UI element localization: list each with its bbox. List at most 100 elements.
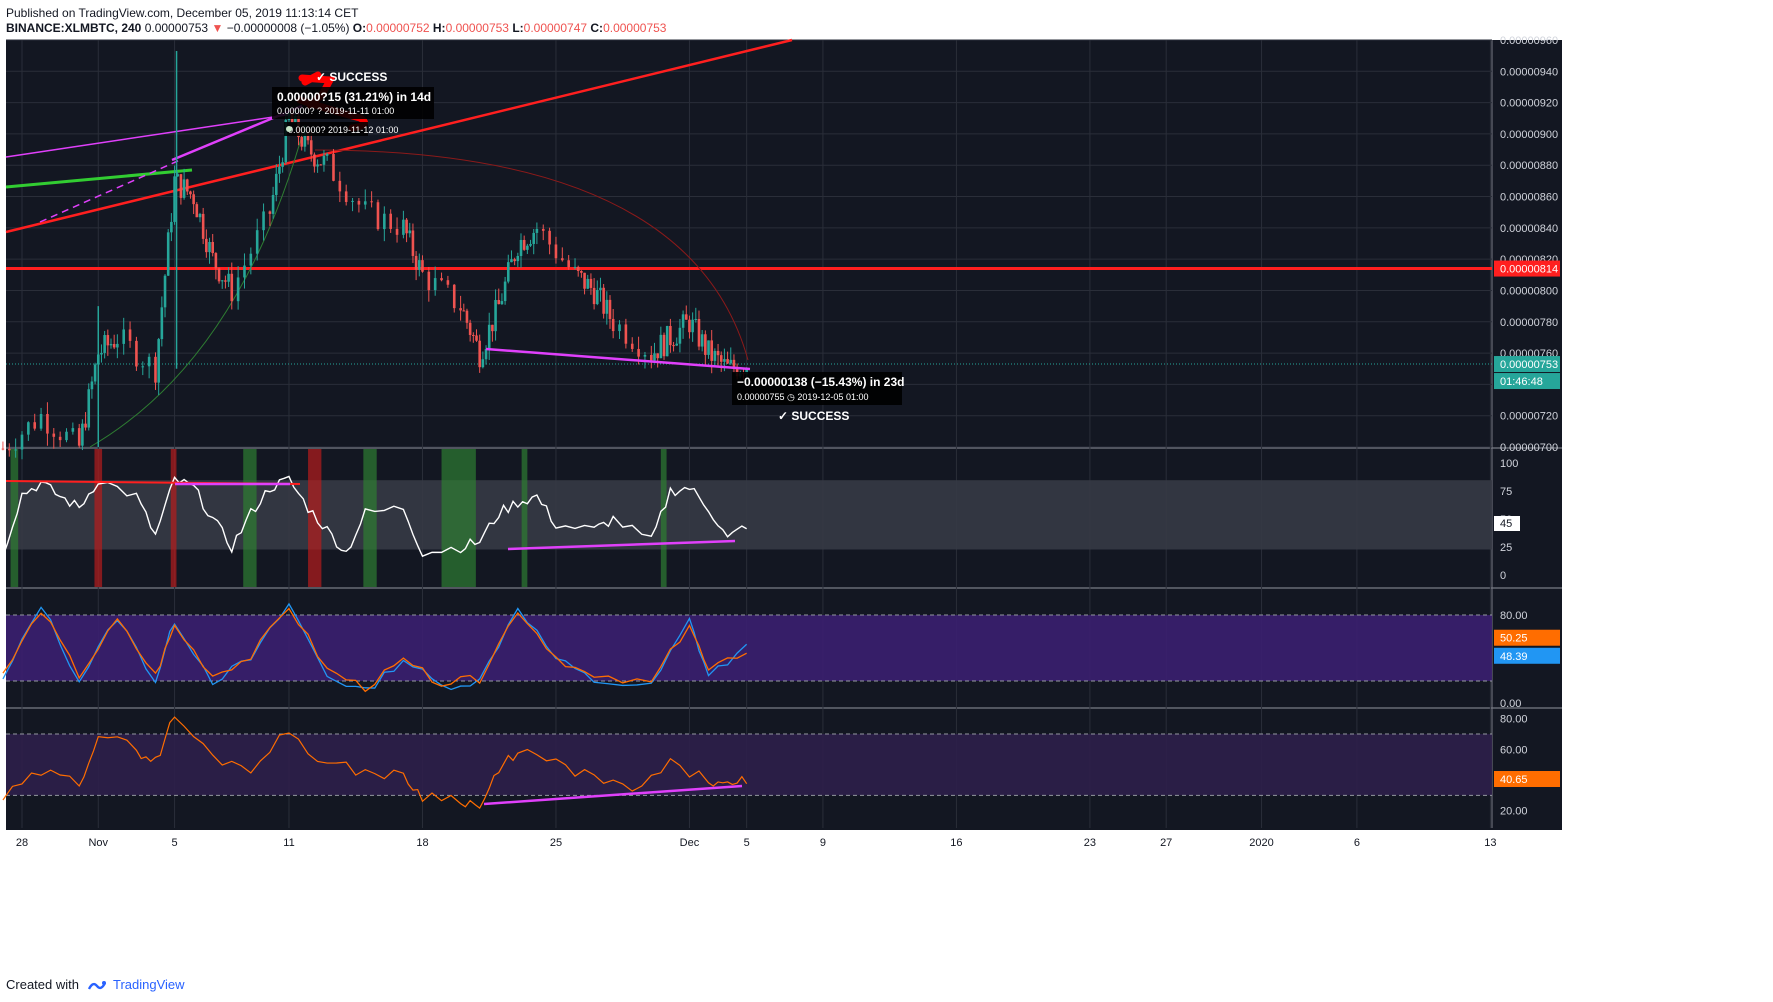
candle-body (681, 314, 685, 328)
candle-body (141, 366, 145, 368)
candle-body (214, 253, 218, 269)
candle-body (278, 166, 281, 174)
candle-body (52, 433, 56, 437)
candle-body (236, 277, 240, 302)
countdown-badge: 01:46:48 (1500, 376, 1543, 388)
candle-body (688, 319, 691, 333)
candle-body (268, 211, 272, 214)
candle-body (580, 270, 583, 273)
top-measure-box2 (284, 122, 368, 136)
candle-body (33, 422, 37, 429)
candle-body (294, 115, 297, 123)
tradingview-logo-icon (87, 980, 106, 990)
low-label: L: (512, 21, 524, 35)
candle-body (421, 260, 424, 272)
price-tick-label: 0.00000880 (1500, 160, 1558, 172)
price-tick-label: 0.00000720 (1500, 411, 1558, 423)
open-value: 0.00000752 (366, 21, 430, 35)
bottom-measure-sub: 0.00000755 ◷ 2019-12-05 01:00 (737, 392, 868, 402)
candle-body (573, 266, 577, 268)
rsi-signal-column (10, 449, 19, 587)
candle-body (478, 340, 481, 368)
symbol-name[interactable]: BINANCE:XLMBTC, 240 (6, 21, 142, 35)
candle-body (605, 299, 609, 314)
candle-body (723, 359, 726, 362)
candle-body (618, 324, 621, 332)
candle-body (427, 271, 431, 291)
x-tick-label: 23 (1084, 837, 1096, 849)
candle-body (284, 120, 288, 163)
top-measure-text: 0.00000?15 (31.21%) in 14d (277, 90, 431, 104)
top-success-label: ✓ SUCCESS (316, 70, 387, 84)
candle-body (65, 431, 68, 441)
stoch-k-badge-bg (1494, 629, 1560, 646)
osc-tick-label: 80.00 (1500, 714, 1528, 726)
candle-body (684, 314, 688, 320)
footer-brand[interactable]: TradingView (113, 977, 185, 992)
rsi-tick-label: 25 (1500, 542, 1512, 554)
x-tick-label: 18 (416, 837, 428, 849)
candle-body (27, 422, 30, 435)
indicator-series (2, 475, 748, 810)
candle-body (694, 319, 698, 321)
candle-body (93, 364, 97, 382)
candle-body (529, 243, 532, 246)
top-marker-dot (286, 126, 292, 132)
candle-body (465, 310, 469, 323)
green-trend-line (5, 168, 193, 189)
candle-body (707, 340, 710, 355)
x-tick-label: 11 (283, 837, 294, 849)
price-tick-label: 0.00000840 (1500, 223, 1558, 235)
candle-body (462, 310, 466, 312)
candle-body (313, 154, 316, 167)
candle-body (503, 281, 507, 302)
candle-body (351, 200, 354, 202)
candle-body (481, 359, 485, 368)
rsi-band (6, 480, 1492, 550)
candle-body (14, 449, 17, 451)
candle-body (535, 228, 539, 233)
symbol-change: −0.00000008 (−1.05%) (226, 21, 350, 35)
candle-body (176, 174, 180, 177)
candle-body (726, 359, 729, 364)
bottom-measure-text: −0.00000138 (−15.43%) in 23d (737, 375, 904, 389)
candle-body (405, 219, 408, 234)
candle-body (494, 300, 497, 332)
candle-body (541, 228, 545, 231)
rsi-value-badge-bg (1494, 516, 1520, 531)
candle-body (383, 213, 386, 230)
candle-body (602, 287, 605, 314)
candle-body (71, 428, 75, 432)
candle-body (77, 428, 81, 446)
candle-body (166, 232, 170, 276)
candle-body (274, 173, 278, 195)
candle-body (112, 344, 116, 348)
candle-body (357, 200, 361, 205)
rising-trend-line (5, 38, 793, 234)
stoch-k-badge: 50.25 (1500, 633, 1528, 645)
candle-body (230, 273, 234, 302)
candle-body (608, 299, 612, 319)
candle-body (716, 350, 720, 356)
osc-value-badge: 40.65 (1500, 774, 1528, 786)
rsi-signal-column (363, 449, 377, 587)
chart-background (6, 40, 1492, 830)
stoch-d-badge: 48.39 (1500, 651, 1528, 663)
stoch-band (6, 615, 1492, 681)
candle-body (370, 201, 373, 203)
annotations: 0.00000?15 (31.21%) in 14d 0.00000? ? 201… (272, 70, 904, 423)
candle-body (170, 221, 173, 233)
candle-body (147, 356, 151, 367)
down-arrow-icon: ▼ (211, 21, 224, 35)
magenta-thin-line (5, 112, 301, 158)
candle-body (195, 204, 199, 218)
x-tick-label: 5 (171, 837, 177, 849)
candle-body (192, 194, 195, 205)
candle-body (1, 448, 5, 450)
candle-body (81, 423, 84, 446)
top-measure-box (272, 87, 434, 119)
candle-body (249, 253, 253, 266)
x-tick-label: 25 (550, 837, 562, 849)
candle-body (497, 300, 501, 305)
